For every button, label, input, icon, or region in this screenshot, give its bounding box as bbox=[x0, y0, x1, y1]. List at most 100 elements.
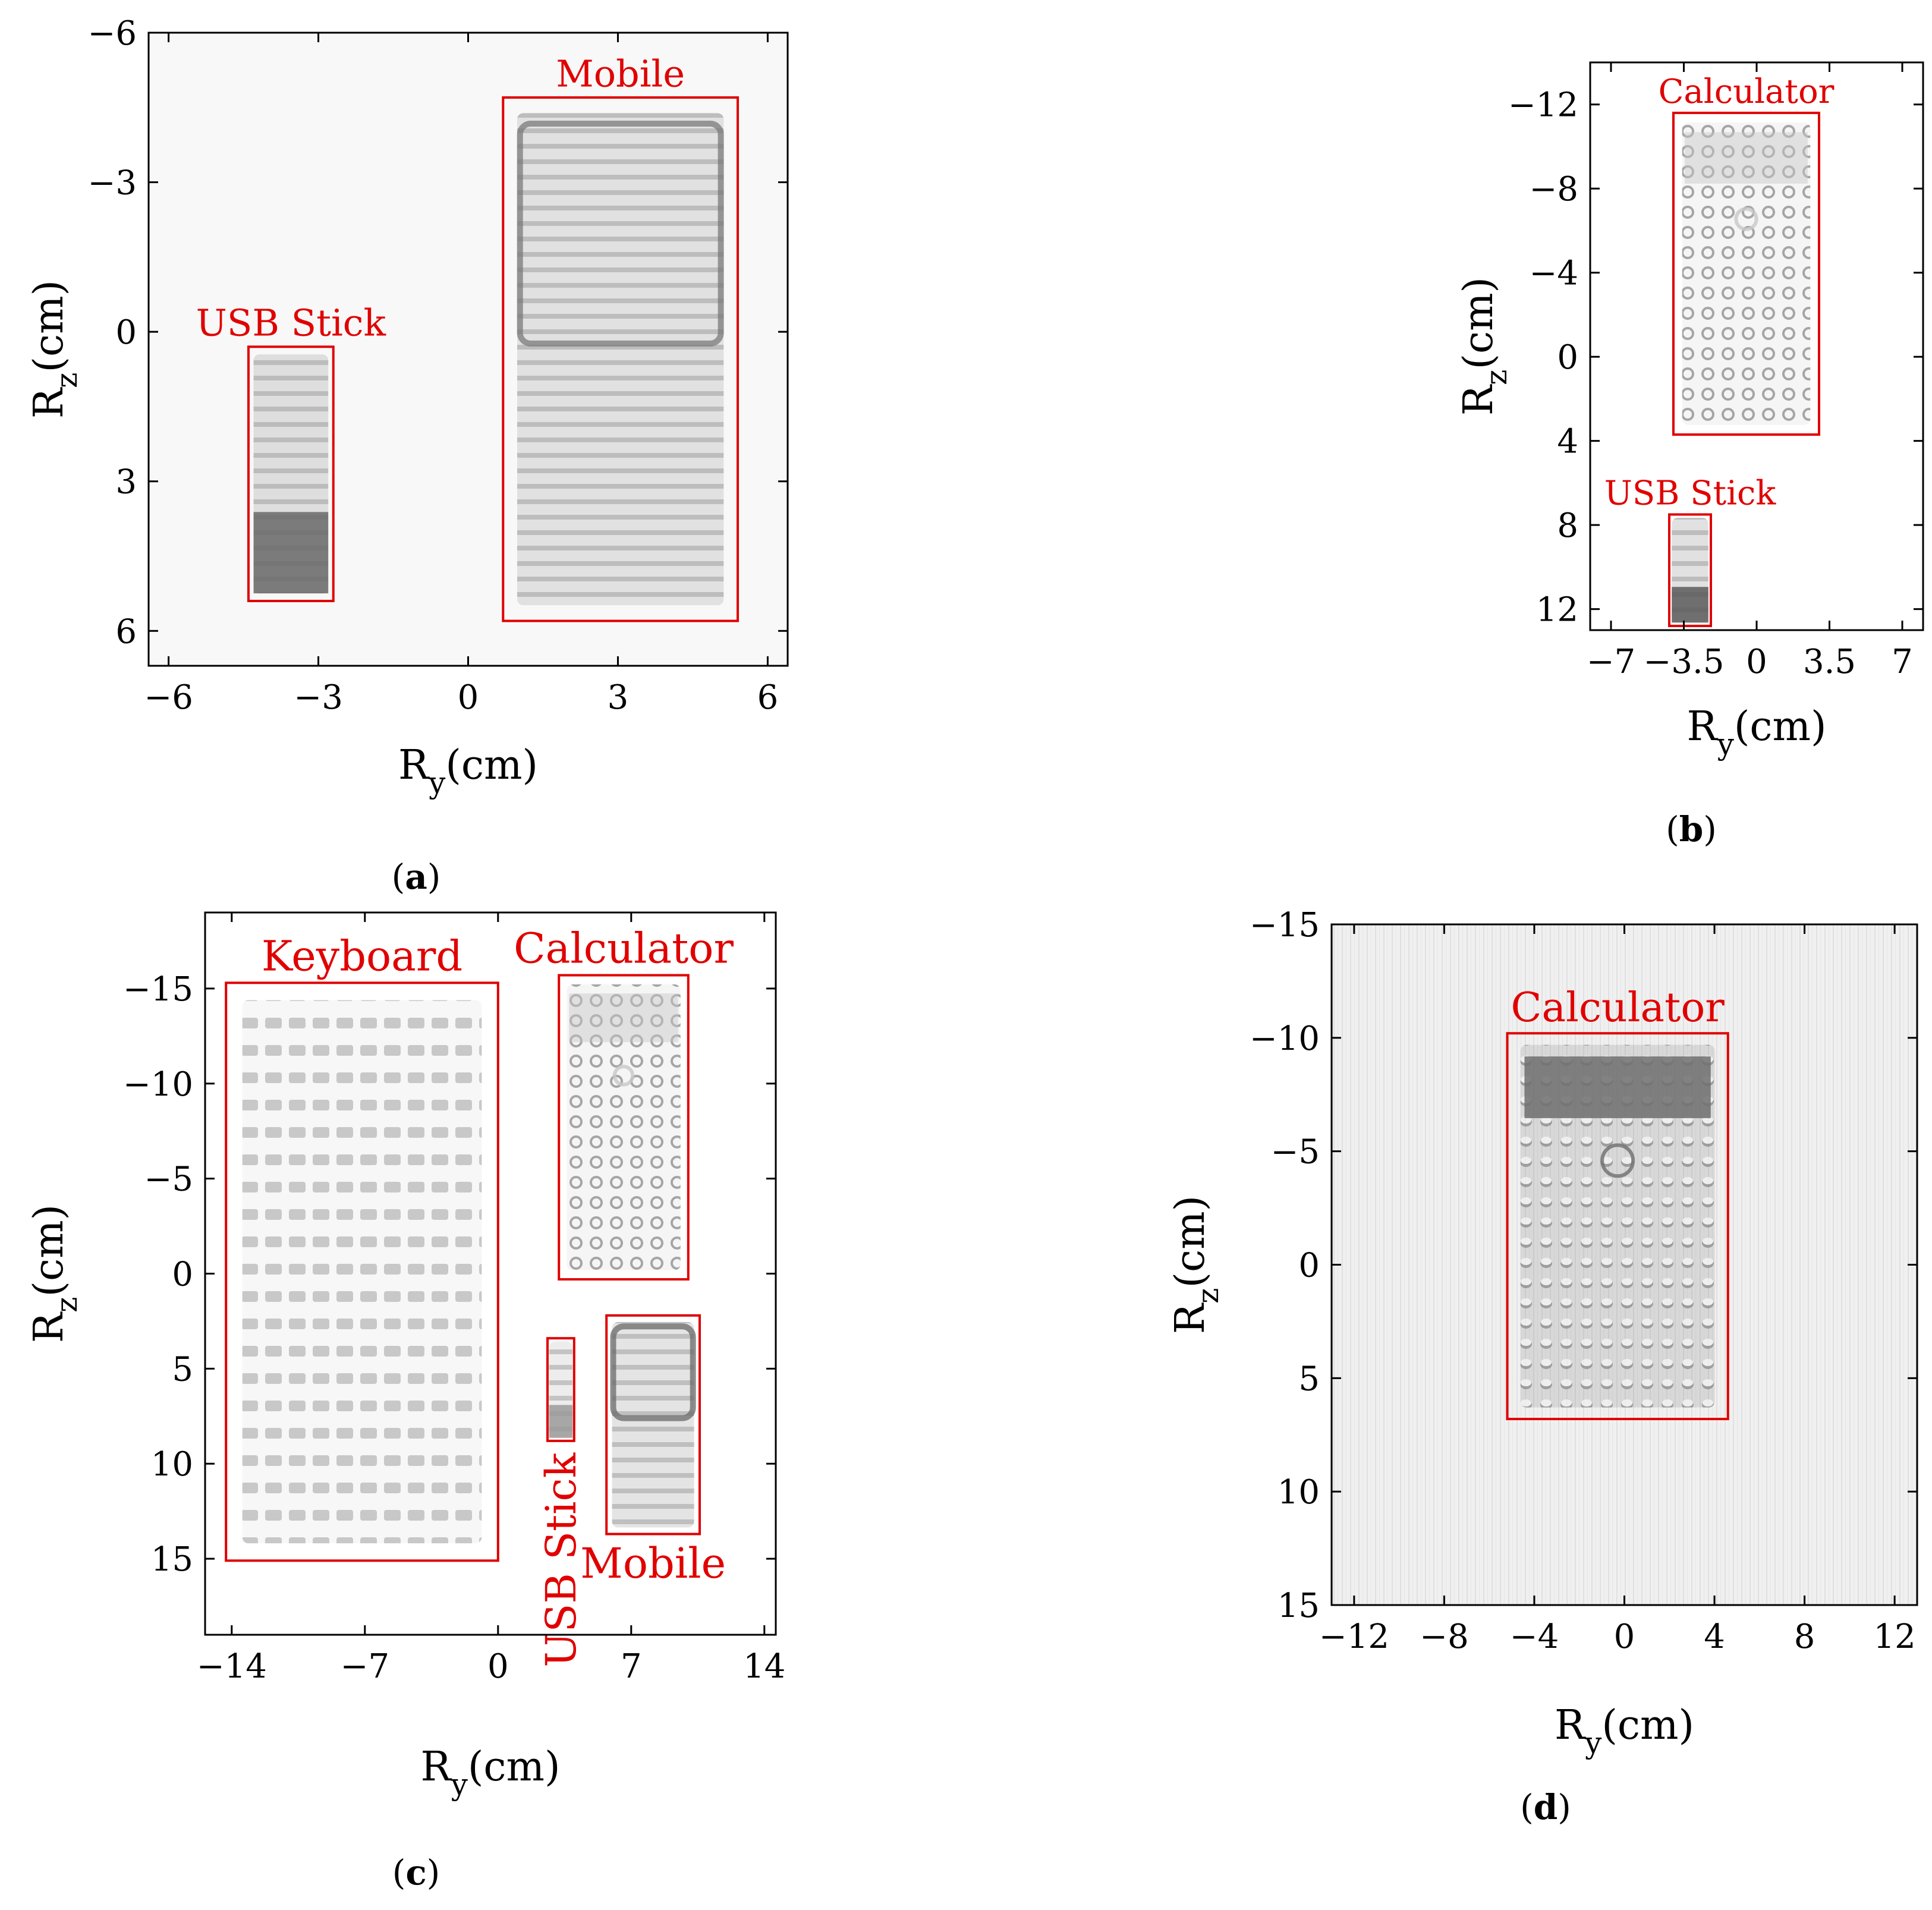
y-tick-label: 15 bbox=[1277, 1587, 1320, 1625]
y-tick-label: 10 bbox=[1277, 1473, 1320, 1512]
x-axis-label-unit: (cm) bbox=[445, 742, 538, 789]
object-label: Mobile bbox=[556, 52, 685, 95]
x-axis-label: Ry(cm) bbox=[1555, 1702, 1694, 1760]
panel-label-letter: c bbox=[405, 1852, 426, 1893]
x-tick-label: −4 bbox=[1510, 1618, 1559, 1656]
x-tick-label: −14 bbox=[197, 1647, 267, 1686]
object-label: Mobile bbox=[580, 1539, 726, 1588]
y-axis-label-main: R bbox=[26, 1311, 73, 1343]
mobile-screen bbox=[610, 1323, 696, 1421]
y-axis-label-sub: z bbox=[49, 373, 84, 388]
y-tick-label: 0 bbox=[115, 313, 137, 352]
x-tick-label: 8 bbox=[1794, 1618, 1815, 1656]
panel-label-letter: a bbox=[405, 857, 427, 897]
x-axis-label: Ry(cm) bbox=[1686, 703, 1826, 762]
x-tick-label: 0 bbox=[1614, 1618, 1635, 1656]
x-axis-label: Ry(cm) bbox=[398, 742, 538, 800]
x-axis-label-sub: y bbox=[428, 766, 446, 800]
y-axis-label: Rz(cm) bbox=[26, 280, 84, 418]
x-tick-label: 14 bbox=[743, 1647, 785, 1686]
panel-label-paren: ( bbox=[392, 1852, 406, 1893]
y-tick-label: 0 bbox=[1298, 1247, 1320, 1285]
calculator-dpad bbox=[1734, 207, 1758, 231]
y-tick-label: 6 bbox=[115, 612, 137, 651]
y-tick-label: 5 bbox=[1298, 1360, 1320, 1398]
y-axis-label-unit: (cm) bbox=[26, 280, 73, 373]
y-tick-label: −5 bbox=[1270, 1133, 1320, 1172]
y-axis-label: Rz(cm) bbox=[1167, 1195, 1225, 1334]
y-tick-label: 3 bbox=[115, 463, 137, 502]
x-tick-label: 3 bbox=[608, 678, 629, 717]
y-axis-label-main: R bbox=[1455, 384, 1502, 416]
panel-label-paren: ( bbox=[1666, 809, 1679, 849]
x-tick-label: −7 bbox=[341, 1647, 390, 1686]
calculator-dpad bbox=[1600, 1143, 1635, 1178]
bounding-box bbox=[225, 981, 499, 1562]
panel-d: Calculator−12 −8 −4 0 4 8 12−15−10−5051015Ry(c… bbox=[1167, 906, 1918, 1760]
x-axis-label-sub: y bbox=[1584, 1726, 1602, 1760]
y-tick-label: −8 bbox=[1529, 170, 1578, 209]
y-tick-label: 4 bbox=[1557, 423, 1578, 461]
y-axis-label-main: R bbox=[26, 387, 73, 418]
object-label: USB Stick bbox=[1604, 474, 1777, 513]
x-axis-label-main: R bbox=[398, 742, 430, 789]
y-axis-label-sub: z bbox=[1191, 1288, 1225, 1304]
panel-label-paren: ) bbox=[427, 1852, 440, 1893]
y-tick-label: 8 bbox=[1557, 506, 1578, 545]
object-label: Calculator bbox=[514, 924, 734, 973]
object-label: USB Stick bbox=[537, 1452, 586, 1667]
panel-label-paren: ) bbox=[427, 857, 441, 897]
panel-label-paren: ) bbox=[1703, 809, 1717, 849]
bounding-box bbox=[1506, 1032, 1729, 1421]
y-axis-label-sub: z bbox=[1479, 370, 1513, 385]
x-tick-label: 0 bbox=[458, 678, 479, 717]
x-axis-label-sub: y bbox=[1717, 727, 1735, 762]
usb-connector bbox=[549, 1405, 573, 1438]
bounding-box bbox=[1672, 111, 1820, 436]
panel-b: Calculator USB Stick −7 −3.5 0 3.5 7 −12 −8 −4 0 4 8… bbox=[1455, 61, 1924, 762]
x-tick-label: 0 bbox=[1746, 643, 1767, 681]
object-texture bbox=[1520, 1044, 1715, 1408]
x-tick-label: −7 bbox=[1587, 643, 1636, 681]
y-tick-label: 5 bbox=[172, 1350, 193, 1389]
bounding-box bbox=[605, 1314, 701, 1535]
x-axis-label-main: R bbox=[420, 1744, 452, 1791]
x-axis-label-unit: (cm) bbox=[468, 1744, 561, 1791]
mobile-screen bbox=[517, 121, 724, 347]
y-axis-label: Rz(cm) bbox=[1455, 277, 1513, 416]
y-tick-label: 0 bbox=[172, 1255, 193, 1294]
x-axis-label-main: R bbox=[1555, 1702, 1586, 1749]
x-tick-label: 0 bbox=[487, 1647, 509, 1686]
bounding-box bbox=[1668, 513, 1712, 627]
object-label: USB Stick bbox=[196, 301, 386, 345]
x-tick-label: 4 bbox=[1704, 1618, 1725, 1656]
x-tick-label: −6 bbox=[144, 678, 193, 717]
y-tick-label: −15 bbox=[123, 970, 193, 1009]
object-texture bbox=[567, 984, 681, 1270]
y-tick-label: −5 bbox=[144, 1160, 193, 1199]
x-axis-label: Ry(cm) bbox=[420, 1744, 560, 1802]
x-tick-label: −8 bbox=[1420, 1618, 1469, 1656]
x-tick-label: −3 bbox=[294, 678, 343, 717]
usb-connector bbox=[253, 512, 329, 594]
y-axis-label-unit: (cm) bbox=[1455, 277, 1502, 370]
panel-label-a: (a) bbox=[392, 857, 441, 897]
y-tick-label: −3 bbox=[87, 164, 137, 203]
object-texture bbox=[1682, 122, 1811, 425]
x-axis-label-sub: y bbox=[451, 1767, 468, 1802]
panel-label-paren: ( bbox=[392, 857, 405, 897]
y-tick-label: −10 bbox=[1250, 1019, 1320, 1058]
object-texture bbox=[517, 113, 724, 606]
object-label: Keyboard bbox=[262, 932, 462, 980]
y-tick-label: −12 bbox=[1508, 86, 1578, 125]
panel-label-paren: ) bbox=[1557, 1787, 1571, 1827]
x-axis-label-main: R bbox=[1686, 703, 1718, 750]
panel-label-letter: b bbox=[1679, 809, 1704, 849]
calculator-display bbox=[1524, 1056, 1711, 1118]
bounding-box bbox=[247, 345, 335, 602]
y-axis-label-unit: (cm) bbox=[26, 1204, 73, 1297]
usb-connector bbox=[1672, 587, 1708, 623]
